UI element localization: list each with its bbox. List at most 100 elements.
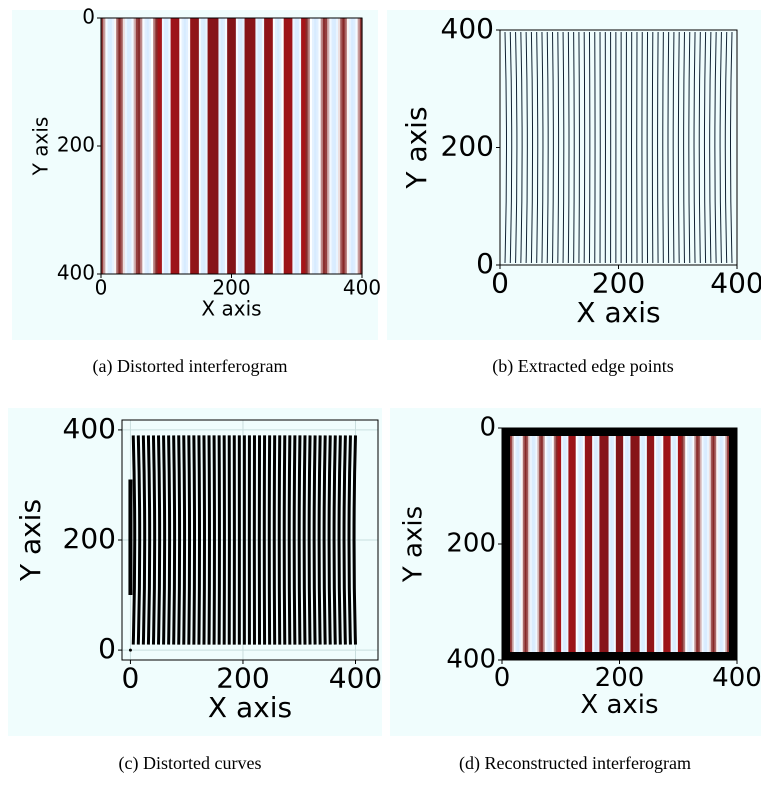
frame [502, 428, 737, 660]
curve [167, 435, 172, 645]
edge-curve [562, 31, 565, 264]
fringe [192, 18, 196, 274]
fringe [131, 18, 135, 274]
y-tick-label: 0 [98, 632, 116, 665]
fringe [619, 436, 622, 652]
edge-curve [557, 31, 560, 264]
edge-curve [546, 31, 549, 264]
fringe [246, 18, 250, 274]
fringe [685, 436, 688, 652]
fringe [103, 18, 106, 274]
fringe [712, 436, 715, 652]
fringe [586, 436, 590, 652]
fringe [550, 436, 553, 652]
fringe [224, 18, 228, 274]
fringe [561, 436, 564, 652]
fringe [515, 436, 518, 652]
fringe [719, 436, 723, 652]
fringe [535, 436, 538, 652]
fringe [135, 18, 139, 274]
fringe [575, 436, 579, 652]
fringe [530, 436, 533, 652]
curve [347, 435, 352, 645]
edge-curve [693, 31, 696, 264]
fringe [656, 436, 659, 652]
x-tick-label: 0 [122, 661, 140, 694]
edge-curve [536, 31, 539, 264]
fringe [140, 18, 143, 274]
edge-curve [667, 31, 670, 264]
fringe [714, 436, 717, 652]
x-axis-label: X axis [201, 297, 261, 321]
fringe [657, 436, 661, 652]
curve [182, 435, 187, 645]
fringe [122, 18, 126, 274]
edge-curve [683, 31, 685, 264]
fringe [617, 436, 621, 652]
y-tick-label: 0 [82, 5, 95, 29]
fringe [522, 436, 526, 652]
fringe [612, 436, 615, 652]
fringe [597, 436, 601, 652]
fringe [120, 18, 124, 274]
curve [146, 435, 152, 645]
edge-curve [552, 31, 554, 264]
caption: (b) Extracted edge points [492, 356, 673, 377]
edge-curve [714, 31, 717, 264]
fringe [635, 436, 639, 652]
curve [292, 435, 297, 645]
fringe [674, 436, 677, 652]
fringe [268, 18, 272, 274]
fringe [101, 18, 104, 274]
y-tick-label: 400 [63, 412, 116, 445]
fringe [116, 18, 119, 274]
fringe [583, 436, 586, 652]
fringe [623, 436, 626, 652]
edge-curve [709, 31, 712, 264]
x-axis-label: X axis [576, 296, 660, 329]
fringe [168, 18, 172, 274]
fringe [196, 18, 200, 274]
fringe [303, 18, 307, 274]
fringe [320, 18, 324, 274]
fringe [288, 18, 291, 274]
fringe [579, 436, 582, 652]
caption: (a) Distorted interferogram [93, 356, 288, 377]
fringe [672, 436, 675, 652]
fringe [723, 436, 726, 652]
fringe [172, 18, 176, 274]
y-tick-label: 200 [57, 133, 95, 157]
fringe [281, 18, 285, 274]
fringe [701, 436, 705, 652]
fringe [137, 18, 141, 274]
fringe [614, 436, 617, 652]
fringe [546, 436, 549, 652]
fringe [559, 436, 562, 652]
fringe [643, 436, 646, 652]
fringe [329, 18, 333, 274]
fringe [524, 436, 528, 652]
edge-curve [657, 31, 659, 264]
fringe [264, 18, 267, 274]
fringe [570, 436, 573, 652]
edge-curve [672, 31, 675, 264]
fringe [592, 436, 595, 652]
curve [297, 435, 302, 645]
x-tick-label: 200 [216, 661, 269, 694]
fringe [604, 436, 608, 652]
fringe [244, 18, 248, 274]
fringe [603, 436, 606, 652]
fringe [185, 18, 189, 274]
fringe [164, 18, 167, 274]
fringe [690, 436, 694, 652]
fringe [359, 18, 363, 274]
fringe [307, 18, 311, 274]
edge-curve [719, 31, 722, 264]
edge-curve [724, 31, 728, 264]
fringe [555, 436, 559, 652]
curve [302, 435, 307, 645]
edge-curve [698, 31, 701, 264]
fringe [626, 436, 630, 652]
fringe [198, 18, 202, 274]
fringe [151, 18, 154, 274]
